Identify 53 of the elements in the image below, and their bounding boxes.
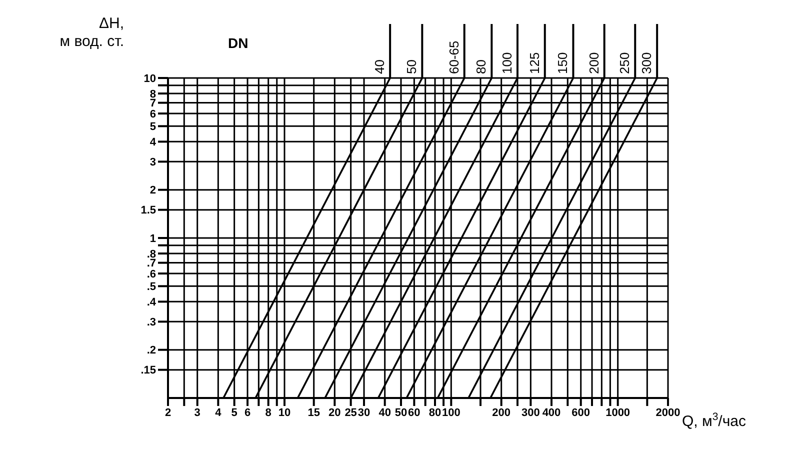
x-tick-label: 3 bbox=[194, 406, 200, 419]
y-tick-label: .4 bbox=[146, 296, 157, 309]
y-tick-label: .5 bbox=[146, 281, 156, 294]
text: 150 bbox=[555, 52, 570, 74]
text: 100 bbox=[499, 52, 514, 74]
y-tick-label: .15 bbox=[140, 364, 156, 377]
y-tick-label: .6 bbox=[146, 268, 156, 280]
x-tick-label: 80 bbox=[428, 406, 442, 419]
x-tick-label: 6 bbox=[244, 406, 251, 419]
y-tick-label: 7 bbox=[150, 98, 156, 110]
y-tick-label: 5 bbox=[150, 121, 156, 134]
x-tick-label: 40 bbox=[378, 406, 391, 419]
text: 40 bbox=[372, 60, 388, 74]
x-axis-title: Q, м$^{3}$/час bbox=[682, 411, 746, 430]
text: 300 bbox=[639, 52, 654, 74]
y-axis-title: ΔH, м вод. ст. bbox=[60, 15, 124, 50]
x-tick-label: 10 bbox=[278, 406, 291, 419]
text: DN bbox=[228, 35, 248, 51]
x-tick-label: 15 bbox=[308, 406, 320, 419]
x-tick-label: 50 bbox=[394, 406, 408, 419]
x-tick-label: 400 bbox=[542, 406, 561, 419]
y-tick-label: 1 bbox=[150, 232, 156, 245]
y-tick-label: .8 bbox=[146, 248, 156, 260]
x-tick-label: 5 bbox=[231, 406, 238, 419]
text: 200 bbox=[586, 52, 602, 74]
y-tick-label: .2 bbox=[146, 344, 156, 357]
x-tick-label: 2 bbox=[164, 406, 172, 419]
x-tick-label: 30 bbox=[358, 406, 370, 419]
x-tick-label: 25 bbox=[344, 406, 357, 419]
x-tick-label: 200 bbox=[492, 406, 511, 419]
y-tick-label: 1.5 bbox=[140, 204, 156, 217]
x-tick-label: 300 bbox=[522, 406, 540, 419]
y-tick-label: 8 bbox=[150, 88, 156, 100]
y-tick-label: .3 bbox=[146, 316, 156, 329]
x-tick-label: 600 bbox=[572, 406, 590, 419]
x-tick-label: 4 bbox=[215, 406, 222, 419]
x-tick-label: 1000 bbox=[606, 406, 630, 419]
y-tick-label: 10 bbox=[144, 72, 156, 85]
text: 125 bbox=[526, 52, 542, 74]
y-tick-label: 2 bbox=[150, 184, 156, 197]
x-tick-label: 20 bbox=[328, 406, 341, 419]
x-tick-label: 60 bbox=[408, 406, 420, 419]
text: 50 bbox=[404, 60, 420, 74]
x-tick-label: 2000 bbox=[656, 406, 680, 419]
y-tick-label: 4 bbox=[150, 136, 157, 149]
y-tick-label: 3 bbox=[150, 156, 156, 169]
x-tick-label: 100 bbox=[442, 406, 460, 419]
y-tick-label: 6 bbox=[150, 108, 156, 120]
text: 250 bbox=[617, 52, 632, 74]
text: 80 bbox=[474, 60, 489, 74]
text: 60-65 bbox=[446, 40, 462, 74]
y-tick-label: .7 bbox=[146, 258, 156, 270]
x-tick-label: 8 bbox=[265, 406, 272, 419]
